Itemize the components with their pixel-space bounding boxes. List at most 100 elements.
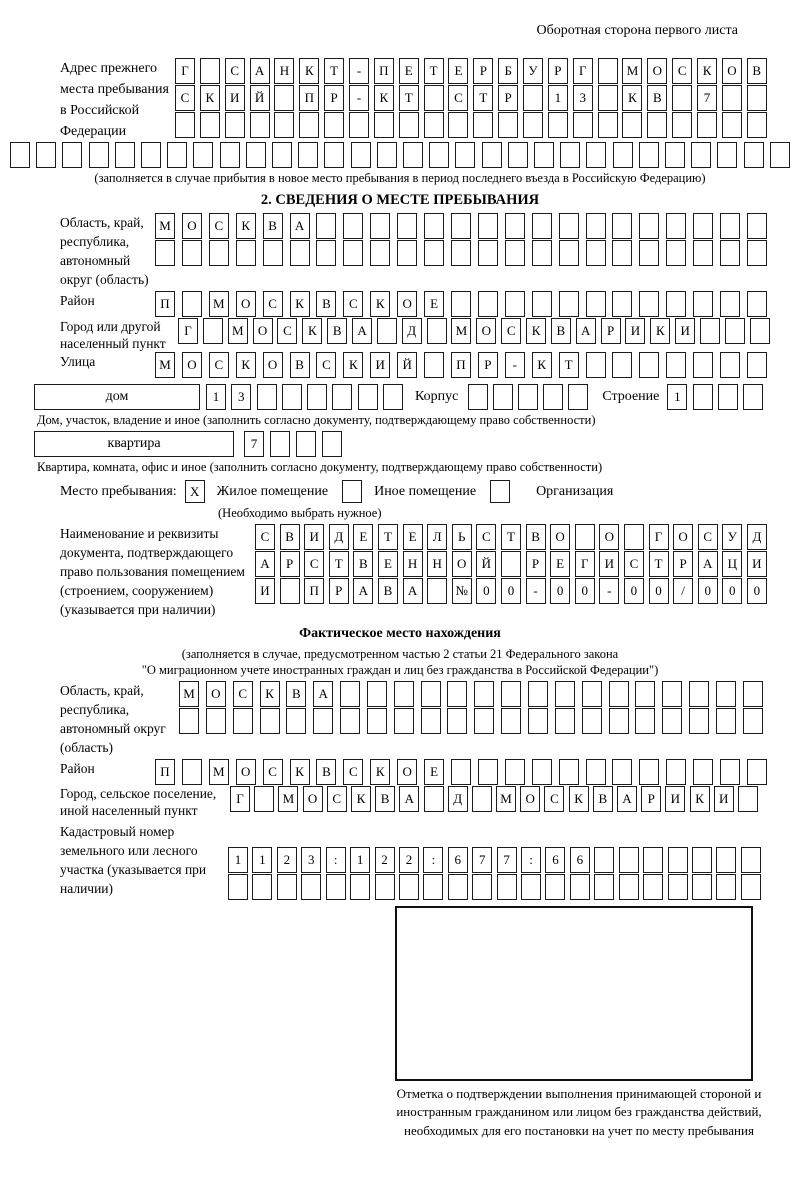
char-cell[interactable] <box>743 142 764 168</box>
char-cell[interactable]: Л <box>427 523 448 550</box>
char-cell[interactable]: Т <box>558 351 579 378</box>
char-cell[interactable] <box>181 290 202 317</box>
char-cell[interactable] <box>612 759 633 786</box>
char-cell[interactable] <box>332 383 353 410</box>
char-cell[interactable]: Г <box>572 58 593 84</box>
char-cell[interactable]: В <box>262 212 283 239</box>
char-cell[interactable]: Р <box>477 351 498 378</box>
char-cell[interactable]: С <box>501 317 522 344</box>
char-cell[interactable] <box>558 212 579 239</box>
char-cell[interactable]: Е <box>353 523 374 550</box>
char-cell[interactable] <box>296 430 316 457</box>
char-cell[interactable]: О <box>520 786 541 813</box>
char-cell[interactable] <box>307 383 328 410</box>
char-cell[interactable] <box>474 708 495 735</box>
char-cell[interactable]: О <box>673 523 694 550</box>
char-cell[interactable] <box>612 239 633 266</box>
char-cell[interactable]: К <box>373 85 394 111</box>
char-cell[interactable] <box>543 383 564 410</box>
char-cell[interactable] <box>672 85 693 111</box>
char-cell[interactable]: П <box>373 58 394 84</box>
char-cell[interactable] <box>493 383 514 410</box>
char-cell[interactable]: Р <box>600 317 621 344</box>
char-cell[interactable] <box>666 351 687 378</box>
char-cell[interactable] <box>254 786 275 813</box>
char-cell[interactable] <box>366 708 387 735</box>
char-cell[interactable] <box>622 112 643 138</box>
char-cell[interactable] <box>693 212 714 239</box>
char-cell[interactable] <box>558 239 579 266</box>
char-cell[interactable] <box>259 708 280 735</box>
char-cell[interactable] <box>585 351 606 378</box>
char-cell[interactable] <box>716 847 737 874</box>
char-cell[interactable] <box>635 708 656 735</box>
char-cell[interactable] <box>155 239 175 266</box>
char-cell[interactable]: П <box>155 759 175 786</box>
char-cell[interactable] <box>376 317 397 344</box>
char-cell[interactable] <box>199 112 220 138</box>
char-cell[interactable] <box>718 383 739 410</box>
char-cell[interactable]: 0 <box>476 577 497 604</box>
char-cell[interactable] <box>665 142 686 168</box>
char-cell[interactable] <box>423 786 444 813</box>
char-cell[interactable] <box>382 383 403 410</box>
char-cell[interactable] <box>424 212 445 239</box>
char-cell[interactable]: М <box>155 212 175 239</box>
char-cell[interactable] <box>594 874 615 901</box>
char-cell[interactable]: О <box>476 317 497 344</box>
char-cell[interactable] <box>501 708 522 735</box>
char-cell[interactable] <box>558 290 579 317</box>
char-cell[interactable] <box>504 212 525 239</box>
char-cell[interactable] <box>370 212 391 239</box>
char-cell[interactable] <box>638 142 659 168</box>
char-cell[interactable]: / <box>673 577 694 604</box>
char-cell[interactable] <box>662 708 683 735</box>
char-cell[interactable] <box>141 142 162 168</box>
char-cell[interactable]: И <box>224 85 245 111</box>
char-cell[interactable] <box>560 142 581 168</box>
char-cell[interactable] <box>647 112 668 138</box>
char-cell[interactable] <box>554 708 575 735</box>
char-cell[interactable]: А <box>289 212 310 239</box>
char-cell[interactable] <box>692 874 713 901</box>
char-cell[interactable]: В <box>550 317 571 344</box>
char-cell[interactable]: 2 <box>398 847 419 874</box>
char-cell[interactable] <box>721 85 742 111</box>
char-cell[interactable]: К <box>526 317 547 344</box>
char-cell[interactable] <box>527 681 548 708</box>
char-cell[interactable]: Е <box>377 550 398 577</box>
char-cell[interactable]: И <box>255 577 275 604</box>
char-cell[interactable] <box>666 239 687 266</box>
char-cell[interactable] <box>219 142 240 168</box>
char-cell[interactable]: С <box>208 351 229 378</box>
char-cell[interactable] <box>746 239 767 266</box>
char-cell[interactable]: - <box>599 577 620 604</box>
char-cell[interactable] <box>224 112 245 138</box>
char-cell[interactable]: С <box>672 58 693 84</box>
char-cell[interactable]: Е <box>424 290 445 317</box>
char-cell[interactable] <box>585 290 606 317</box>
char-cell[interactable] <box>672 112 693 138</box>
char-cell[interactable]: 1 <box>667 383 688 410</box>
char-cell[interactable]: А <box>313 681 334 708</box>
char-cell[interactable]: У <box>523 58 544 84</box>
char-cell[interactable] <box>586 142 607 168</box>
char-cell[interactable] <box>88 142 109 168</box>
char-cell[interactable] <box>769 142 790 168</box>
char-cell[interactable]: О <box>262 351 283 378</box>
char-cell[interactable]: В <box>289 351 310 378</box>
char-cell[interactable] <box>270 430 290 457</box>
char-cell[interactable] <box>531 212 552 239</box>
char-cell[interactable] <box>700 317 721 344</box>
char-cell[interactable]: А <box>617 786 637 813</box>
char-cell[interactable] <box>249 112 270 138</box>
char-cell[interactable] <box>429 142 450 168</box>
char-cell[interactable] <box>262 239 283 266</box>
char-cell[interactable]: Т <box>473 85 494 111</box>
char-cell[interactable]: О <box>235 759 256 786</box>
char-cell[interactable] <box>597 58 618 84</box>
char-cell[interactable] <box>666 290 687 317</box>
char-cell[interactable] <box>426 317 447 344</box>
char-cell[interactable] <box>235 239 256 266</box>
char-cell[interactable]: И <box>675 317 696 344</box>
